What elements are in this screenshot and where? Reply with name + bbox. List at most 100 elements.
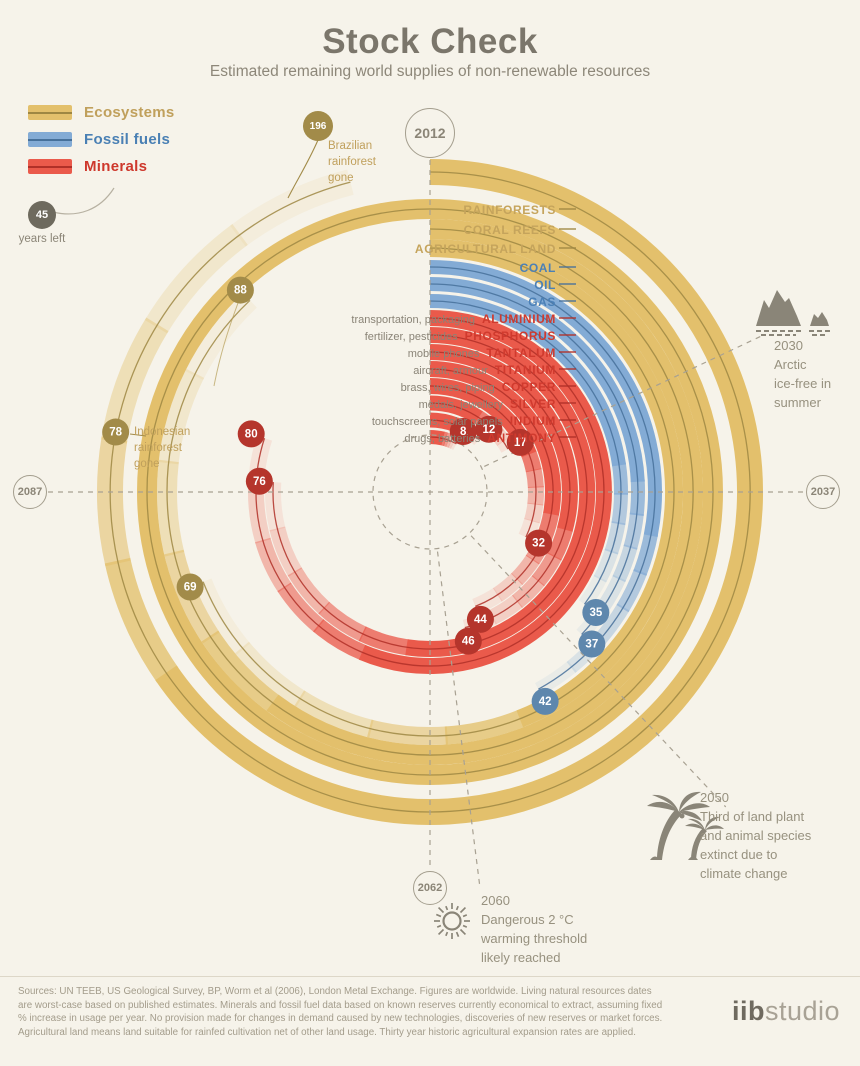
ecosystems-swatch [28, 105, 72, 120]
indonesian-leader [129, 433, 147, 437]
legend-label: Ecosystems [84, 104, 175, 121]
resource-label-row-agricultural-land: AGRICULTURAL LAND [415, 240, 556, 258]
resource-name: COAL [519, 261, 556, 275]
years-badge-indium: 12 [475, 415, 503, 443]
resource-label-row-silver: medals, jewellery SILVER [419, 395, 556, 413]
resource-label-row-phosphorus: fertilizer, pesticides PHOSPHORUS [365, 327, 556, 345]
footer-sources: Sources: UN TEEB, US Geological Survey, … [18, 986, 663, 1038]
svg-text:44: 44 [474, 614, 487, 626]
resource-uses: brass, wires, piping [400, 382, 495, 394]
guide-2050 [470, 535, 727, 808]
iib-studio-logo: iibstudio [731, 996, 840, 1026]
resource-label-row-coral-reefs: CORAL REEFS [464, 221, 556, 239]
svg-text:78: 78 [109, 427, 122, 439]
resource-uses: medals, jewellery [418, 399, 503, 411]
resource-label-row-coal: COAL [520, 259, 556, 277]
resource-name: TANTALUM [486, 346, 556, 360]
example-years-label: years left [18, 233, 66, 245]
annotation-2050: 2050 Third of land plant and animal spec… [700, 790, 812, 881]
resource-name: AGRICULTURAL LAND [414, 242, 556, 256]
resource-label-row-tantalum: mobile phones TANTALUM [408, 344, 556, 362]
resource-uses: mobile phones [407, 348, 480, 360]
example-leader [52, 187, 115, 215]
resource-name: INDIUM [509, 414, 556, 428]
year-circle-2062: 2062 [413, 871, 447, 905]
resource-uses: fertilizer, pesticides [364, 331, 458, 343]
resource-label-row-rainforests: RAINFORESTS [463, 201, 556, 219]
resource-label-row-oil: OIL [534, 276, 556, 294]
resource-label-row-aluminium: transportation, packaging ALUMINIUM [351, 310, 556, 328]
years-badge-silver: 17 [506, 428, 534, 456]
resource-name: ANTIMONY [487, 431, 556, 445]
years-badge-gas: 35 [582, 598, 610, 626]
years-badge-antimony: 8 [449, 418, 477, 446]
resource-name: GAS [528, 295, 556, 309]
svg-text:196: 196 [310, 121, 327, 132]
years-badge-tantalum: 46 [454, 627, 482, 655]
brazilian-rainforest-marker: Brazilian rainforest gone [328, 140, 376, 184]
resource-name: OIL [534, 278, 556, 292]
legend: Ecosystems Fossil fuels Minerals [28, 104, 175, 185]
legend-item-fossil-fuels: Fossil fuels [28, 131, 175, 148]
svg-text:46: 46 [462, 636, 475, 648]
svg-text:42: 42 [539, 696, 552, 708]
svg-text:37: 37 [585, 638, 598, 650]
resource-name: RAINFORESTS [463, 203, 556, 217]
resource-label-row-gas: GAS [528, 293, 556, 311]
svg-text:80: 80 [245, 428, 258, 440]
annotation-year: 2050 [700, 790, 729, 805]
guide-2060 [436, 551, 481, 887]
svg-text:88: 88 [234, 285, 247, 297]
year-circle-2012: 2012 [405, 108, 455, 158]
resource-name: ALUMINIUM [481, 312, 556, 326]
svg-text:76: 76 [253, 476, 266, 488]
resource-name: PHOSPHORUS [464, 329, 556, 343]
coral-tail [213, 302, 239, 387]
iceberg-icon [756, 290, 830, 336]
year-circle-2087: 2087 [13, 475, 47, 509]
resource-name: TITANIUM [494, 363, 556, 377]
annotation-year: 2060 [481, 893, 510, 908]
brazilian-leader [287, 139, 319, 199]
years-badge-phosphorus: 76 [245, 467, 273, 495]
years-badge-titanium: 44 [466, 605, 494, 633]
resource-label-row-copper: brass, wires, piping COPPER [401, 378, 556, 396]
legend-label: Fossil fuels [84, 131, 171, 148]
page-title: Stock Check [322, 22, 538, 61]
years-badge-indonesian-rainforest: 78 [102, 418, 130, 446]
svg-text:8: 8 [460, 426, 467, 438]
annotation-year: 2030 [774, 338, 803, 353]
svg-text:17: 17 [514, 437, 527, 449]
year-circle-2037: 2037 [806, 475, 840, 509]
resource-label-row-titanium: aircraft, armour TITANIUM [413, 361, 556, 379]
legend-label: Minerals [84, 158, 148, 175]
sun-icon [434, 903, 470, 939]
years-badge-coral-reefs: 88 [226, 276, 254, 304]
legend-item-minerals: Minerals [28, 158, 175, 175]
center-dashed-circle [372, 434, 488, 550]
resource-label-row-indium: touchscreens, solar panels INDIUM [372, 412, 556, 430]
years-badge-agricultural-land: 69 [176, 573, 204, 601]
years-badge-copper: 32 [525, 529, 553, 557]
resource-name: COPPER [501, 380, 556, 394]
footer-divider [0, 976, 860, 977]
palm-trees-icon [647, 791, 724, 860]
resource-uses: aircraft, armour [413, 365, 488, 377]
years-badge-oil: 37 [578, 630, 606, 658]
example-years-badge: 45 [28, 201, 56, 229]
resource-name: CORAL REEFS [463, 223, 556, 237]
minerals-swatch [28, 159, 72, 174]
legend-item-ecosystems: Ecosystems [28, 104, 175, 121]
svg-text:69: 69 [184, 581, 197, 593]
svg-text:32: 32 [532, 538, 545, 550]
annotation-2030: 2030 Arctic ice-free in summer [774, 338, 832, 410]
years-badge-brazilian-rainforest: 196 [303, 111, 333, 141]
resource-uses: drugs, batteries [404, 433, 481, 445]
svg-text:12: 12 [482, 424, 495, 436]
svg-text:35: 35 [589, 607, 602, 619]
indonesian-rainforest-marker: Indonesian rainforest gone [134, 426, 191, 470]
resource-name: SILVER [509, 397, 556, 411]
resource-uses: transportation, packaging [351, 314, 475, 326]
years-badge-coal: 42 [531, 687, 559, 715]
